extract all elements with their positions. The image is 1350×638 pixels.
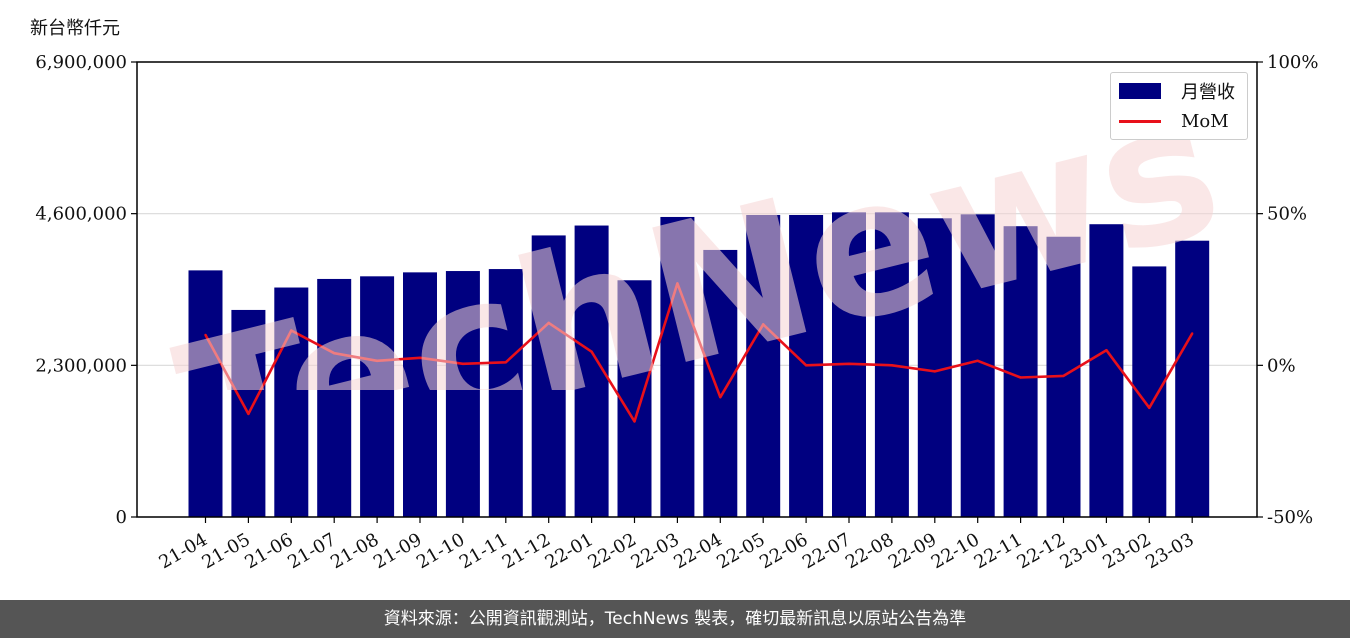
mom-point	[247, 412, 250, 416]
revenue-bar	[445, 271, 480, 517]
x-tick-label: 21-09	[370, 529, 425, 573]
mom-point	[504, 361, 507, 364]
x-tick-label: 22-09	[885, 529, 940, 573]
x-tick-label: 23-03	[1142, 529, 1197, 573]
x-tick-label: 22-01	[542, 529, 597, 573]
revenue-bar	[188, 270, 223, 517]
revenue-chart: 0 2,300,000 4,600,000 6,900,000 -50% 0% 50% 100…	[35, 52, 1318, 573]
mom-line	[204, 282, 1194, 423]
mom-point	[1105, 348, 1108, 352]
x-tick-label: 21-04	[156, 529, 211, 573]
mom-point	[204, 333, 207, 337]
mom-point	[590, 350, 593, 353]
y-left-tick-label: 0	[116, 507, 127, 528]
y-left-tick-label: 4,600,000	[35, 204, 127, 225]
mom-point	[290, 329, 293, 332]
y-right-tick-label: 100%	[1267, 52, 1318, 73]
mom-point	[933, 370, 936, 373]
mom-point	[375, 359, 379, 362]
y-right-tick-label: -50%	[1267, 507, 1313, 528]
x-tick-label: 22-10	[928, 529, 983, 573]
mom-point	[847, 362, 851, 366]
mom-point	[719, 395, 722, 399]
mom-point	[1148, 406, 1151, 409]
revenue-bar	[703, 249, 738, 517]
revenue-bar	[660, 216, 695, 517]
revenue-bar	[274, 287, 309, 517]
mom-point	[461, 362, 465, 366]
mom-point	[333, 352, 336, 355]
legend-swatch-bar	[1119, 83, 1161, 99]
mom-point	[1062, 374, 1065, 378]
x-tick-label: 23-01	[1056, 529, 1111, 573]
x-tick-label: 21-06	[241, 529, 296, 573]
x-tick-label: 21-11	[456, 529, 511, 573]
x-tick-labels: 21-0421-0521-0621-0721-0821-0921-1021-11…	[156, 529, 1198, 573]
legend: 月營收 MoM	[1110, 72, 1248, 140]
x-tick-label: 21-05	[198, 529, 253, 573]
mom-point	[633, 420, 636, 423]
y-left-tick-label: 2,300,000	[35, 355, 127, 376]
y-axis-unit-label: 新台幣仟元	[30, 18, 120, 39]
mom-point	[547, 321, 550, 325]
plot-frame	[136, 61, 1258, 518]
x-tick-label: 21-12	[499, 529, 554, 573]
x-tick-label: 22-07	[799, 529, 854, 573]
revenue-bar	[746, 214, 781, 517]
x-tick-label: 22-04	[670, 529, 725, 573]
legend-label-revenue: 月營收	[1181, 82, 1235, 103]
revenue-bar	[1003, 226, 1038, 517]
source-footer: 資料來源：公開資訊觀測站，TechNews 製表，確切最新訊息以原站公告為準	[0, 600, 1350, 638]
revenue-bar	[488, 269, 523, 517]
revenue-bar	[531, 235, 566, 517]
x-tick-label: 22-11	[971, 529, 1026, 573]
legend-item-mom: MoM	[1119, 106, 1229, 136]
revenue-bar	[317, 278, 352, 517]
x-tick-label: 22-02	[585, 529, 640, 573]
revenue-bar	[1175, 240, 1210, 518]
mom-point	[976, 359, 979, 362]
x-tick-label: 21-10	[413, 529, 468, 573]
x-tick-label: 21-07	[284, 529, 339, 573]
mom-point	[676, 282, 679, 285]
revenue-bar	[403, 272, 437, 517]
chart-area: 0 2,300,000 4,600,000 6,900,000 -50% 0% 50% 100…	[30, 18, 1318, 573]
legend-swatch-line	[1119, 119, 1161, 123]
x-tick-label: 22-05	[713, 529, 768, 573]
mom-point	[762, 323, 765, 326]
mom-point	[1019, 376, 1022, 379]
y-left-tick-label: 6,900,000	[35, 52, 127, 73]
axis-layer: 0 2,300,000 4,600,000 6,900,000 -50% 0% 50% 100…	[35, 52, 1318, 528]
mom-point	[1191, 332, 1194, 335]
x-tick-label: 22-12	[1014, 529, 1069, 573]
x-tick-label: 22-03	[627, 529, 682, 573]
y-right-tick-label: 0%	[1267, 355, 1296, 376]
revenue-bar	[1089, 224, 1124, 517]
x-tick-label: 23-02	[1099, 529, 1154, 573]
y-right-tick-label: 50%	[1267, 204, 1307, 225]
mom-point	[890, 364, 894, 367]
bar-layer	[188, 212, 1210, 518]
legend-item-revenue: 月營收	[1119, 76, 1235, 106]
x-tick-label: 21-08	[327, 529, 382, 573]
mom-line-layer	[204, 282, 1194, 423]
mom-point	[804, 364, 808, 367]
legend-label-mom: MoM	[1181, 110, 1229, 132]
mom-point	[418, 356, 422, 359]
x-tick-label: 22-06	[756, 529, 811, 573]
revenue-bar	[617, 280, 652, 517]
revenue-bar	[360, 276, 395, 517]
x-tick-label: 22-08	[842, 529, 897, 573]
